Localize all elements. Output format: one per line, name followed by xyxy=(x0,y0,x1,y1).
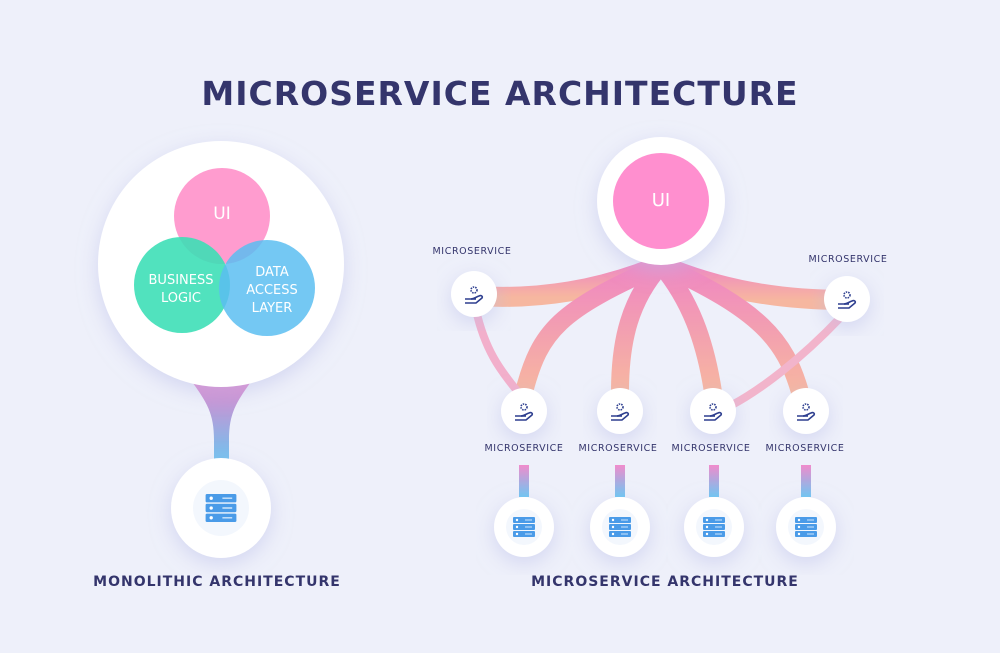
db-node xyxy=(684,497,744,557)
connections xyxy=(472,255,846,409)
microservice-label: MICROSERVICE xyxy=(671,443,751,454)
microservice-label: MICROSERVICE xyxy=(765,443,845,454)
microservice-label: MICROSERVICE xyxy=(808,254,888,265)
monolith-funnel xyxy=(185,372,258,462)
microservice-nodes xyxy=(451,271,870,434)
business-line: BUSINESS xyxy=(148,273,214,288)
microservice-node xyxy=(690,388,736,434)
db-node xyxy=(494,497,554,557)
microservice-label: MICROSERVICE xyxy=(432,246,512,257)
microservice-node xyxy=(824,276,870,322)
layer-line: LAYER xyxy=(251,301,293,316)
microservice-node xyxy=(597,388,643,434)
db-node xyxy=(776,497,836,557)
microservice-label: MICROSERVICE xyxy=(578,443,658,454)
db-node xyxy=(590,497,650,557)
server-icon xyxy=(794,516,818,538)
logic-line: LOGIC xyxy=(161,291,201,306)
db-nodes xyxy=(494,497,836,557)
monolithic-caption: MONOLITHIC ARCHITECTURE xyxy=(93,574,341,590)
data-access-circle xyxy=(219,240,315,336)
microservice-node xyxy=(501,388,547,434)
page-title: MICROSERVICE ARCHITECTURE xyxy=(201,74,799,113)
microservice-node xyxy=(783,388,829,434)
server-icon xyxy=(512,516,536,538)
db-links xyxy=(519,465,811,497)
micro-ui-circle xyxy=(613,153,709,249)
business-logic-circle xyxy=(134,237,230,333)
server-icon xyxy=(702,516,726,538)
ui-label: UI xyxy=(213,204,231,224)
microservice-label: MICROSERVICE xyxy=(484,443,564,454)
microservice-node xyxy=(451,271,497,317)
server-icon xyxy=(204,493,238,523)
microservice-caption: MICROSERVICE ARCHITECTURE xyxy=(531,574,799,590)
access-line: ACCESS xyxy=(246,283,298,298)
business-logic-label: BUSINESS LOGIC xyxy=(149,272,214,308)
data-access-label: DATA ACCESS LAYER xyxy=(246,264,298,318)
server-icon xyxy=(608,516,632,538)
micro-ui-label: UI xyxy=(651,190,671,211)
data-line: DATA xyxy=(255,265,289,280)
